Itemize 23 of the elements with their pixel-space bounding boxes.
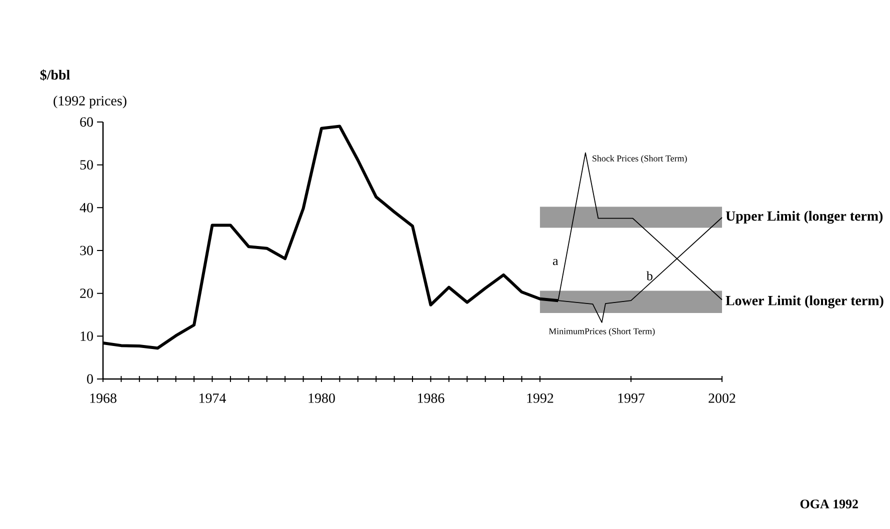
x-tick-label: 1974: [200, 394, 226, 403]
band-label: Upper Limit (longer term): [726, 210, 883, 224]
y-tick-label: 30: [80, 246, 93, 256]
y-axis-title: $/bbl: [40, 69, 70, 81]
y-tick-label: 10: [80, 331, 93, 341]
y-tick-label: 60: [80, 117, 93, 127]
series-label: MinimumPrices (Short Term): [548, 328, 655, 336]
x-tick-label: 1997: [618, 394, 645, 403]
y-tick-label: 50: [80, 160, 93, 170]
y-tick-label: 0: [87, 374, 93, 384]
x-tick-label: 1986: [418, 394, 444, 403]
x-tick-label: 1968: [90, 394, 116, 403]
chart-subtitle: (1992 prices): [54, 96, 126, 108]
band-label: Lower Limit (longer term): [726, 296, 884, 308]
y-tick-label: 40: [80, 202, 93, 212]
x-tick-label: 1980: [308, 394, 335, 403]
x-tick-label: 2002: [708, 394, 736, 403]
annotation: a: [552, 258, 558, 266]
annotation: b: [646, 271, 652, 280]
series-label: Shock Prices (Short Term): [592, 155, 687, 164]
y-tick-label: 20: [80, 288, 93, 298]
text: OGA 1992: [800, 500, 858, 508]
x-tick-label: 1992: [527, 394, 554, 403]
